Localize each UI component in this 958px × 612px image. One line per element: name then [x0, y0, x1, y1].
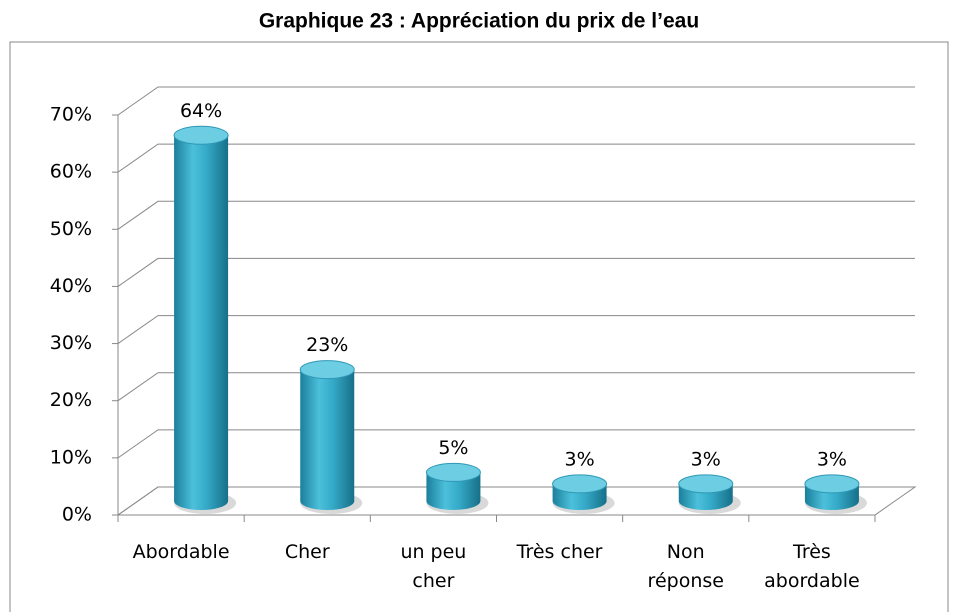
y-tick-label: 10%	[50, 446, 92, 468]
grid-line	[117, 257, 915, 287]
y-tick-label: 70%	[50, 104, 92, 126]
bar	[174, 135, 229, 511]
y-tick-label: 40%	[50, 275, 92, 297]
bar-top	[552, 474, 608, 494]
x-tick-label: Très abordable	[764, 541, 860, 592]
bar-top	[173, 125, 229, 145]
value-label: 23%	[306, 334, 348, 356]
y-tick-label: 0%	[62, 504, 92, 526]
grid-line	[117, 86, 915, 116]
y-tick-label: 30%	[50, 332, 92, 354]
chart-frame	[9, 41, 949, 612]
value-label: 3%	[817, 448, 847, 470]
x-tick-label: Abordable	[132, 541, 230, 563]
grid-line	[117, 372, 915, 402]
grid-line	[117, 200, 915, 230]
x-tick-label: Très cher	[516, 541, 603, 563]
bar	[426, 472, 481, 510]
grid-line	[117, 486, 915, 516]
bar-top	[678, 474, 734, 494]
y-tick-label: 20%	[50, 389, 92, 411]
y-tick-label: 60%	[50, 161, 92, 183]
x-tick-label: Non réponse	[647, 541, 724, 592]
x-tick-label: un peu cher	[400, 541, 467, 592]
bar-top	[804, 474, 860, 494]
grid-line	[117, 143, 915, 173]
floor	[116, 486, 917, 516]
grid-line	[117, 429, 915, 459]
grid-line	[117, 315, 915, 344]
y-tick-label: 50%	[50, 218, 92, 240]
value-label: 64%	[180, 100, 222, 122]
bar	[300, 369, 355, 510]
value-label: 5%	[438, 437, 468, 459]
x-tick-label: Cher	[284, 541, 330, 563]
chart-title: Graphique 23 : Appréciation du prix de l…	[259, 10, 699, 33]
bar-top	[425, 462, 481, 482]
bar-top	[299, 360, 355, 380]
value-label: 3%	[691, 448, 721, 470]
value-label: 3%	[565, 448, 595, 470]
